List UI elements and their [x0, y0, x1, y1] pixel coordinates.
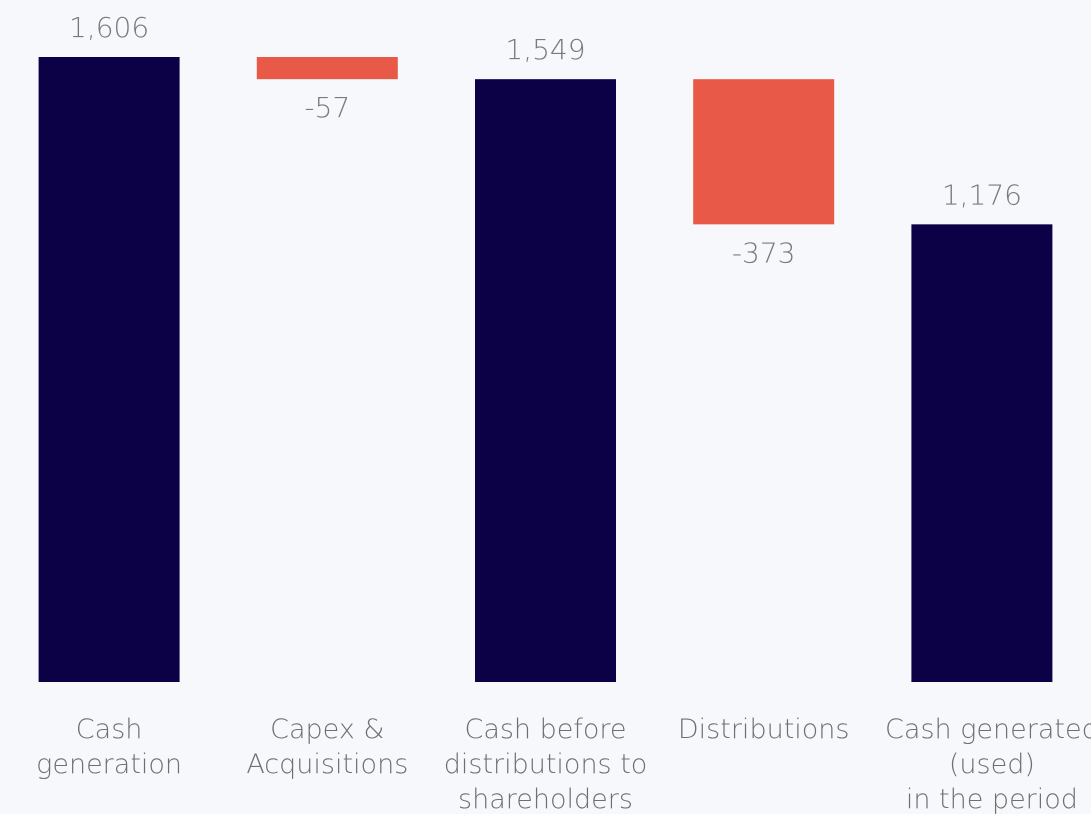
- bars-layer: [38, 57, 1053, 683]
- bar-2: [475, 79, 616, 683]
- value-label-1: -57: [304, 91, 350, 124]
- category-label-4: Cash generated (used) in the period: [885, 714, 1091, 814]
- value-label-3: -373: [732, 236, 796, 269]
- value-labels-layer: 1,606 -57 1,549 -373 1,176: [69, 11, 1022, 269]
- category-label-2-line-2: shareholders: [458, 784, 633, 814]
- value-label-2: 1,549: [505, 33, 585, 66]
- bar-3: [693, 79, 835, 225]
- category-label-1-line-0: Capex &: [270, 714, 384, 745]
- category-label-2-line-0: Cash before: [464, 714, 626, 745]
- category-label-1-line-1: Acquisitions: [246, 749, 408, 780]
- category-label-4-line-2: in the period: [906, 784, 1078, 814]
- category-label-4-line-0: Cash generated: [885, 714, 1091, 745]
- value-label-4: 1,176: [942, 178, 1022, 211]
- bar-4: [911, 224, 1053, 682]
- category-label-4-line-1: (used): [949, 749, 1035, 780]
- category-label-3: Distributions: [678, 714, 850, 745]
- value-label-0: 1,606: [69, 11, 149, 44]
- category-label-0-line-0: Cash: [76, 714, 143, 745]
- category-label-2: Cash before distributions to shareholders: [444, 714, 648, 814]
- category-label-2-line-1: distributions to: [444, 749, 648, 780]
- category-labels-layer: Cash generation Capex & Acquisitions Cash be…: [36, 714, 1091, 814]
- category-label-3-line-0: Distributions: [678, 714, 850, 745]
- category-label-0-line-1: generation: [36, 749, 182, 780]
- category-label-1: Capex & Acquisitions: [246, 714, 408, 780]
- category-label-0: Cash generation: [36, 714, 182, 780]
- bar-1: [256, 57, 398, 80]
- bar-0: [38, 57, 180, 682]
